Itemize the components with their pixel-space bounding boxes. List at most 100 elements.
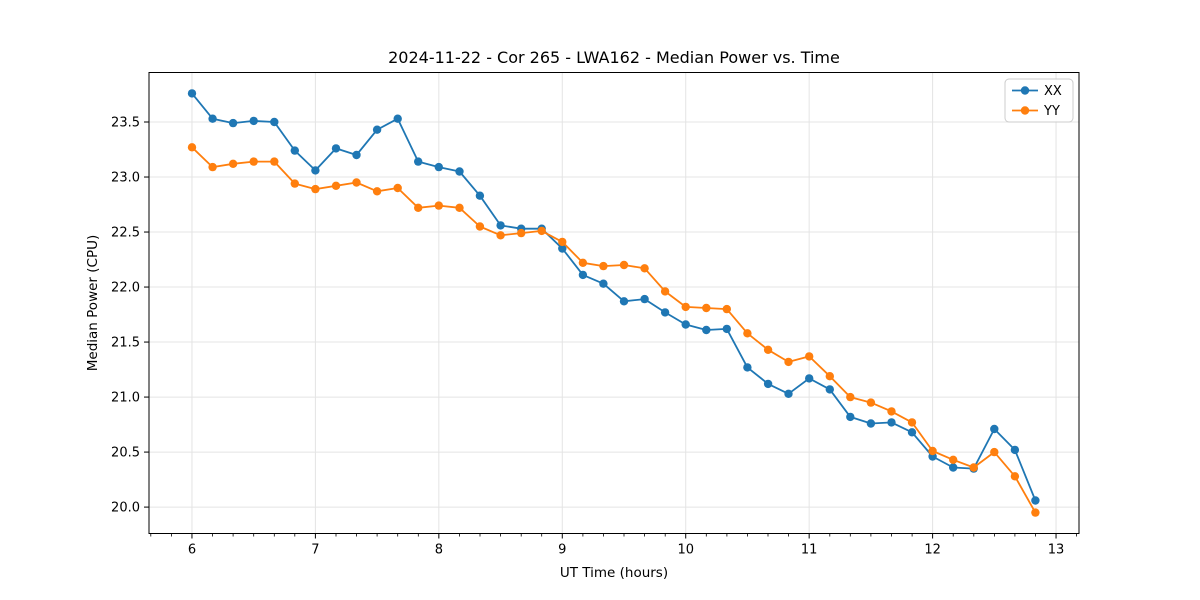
data-point-yy [393, 183, 402, 193]
data-point-xx [414, 157, 423, 166]
y-tick-label: 20.0 [111, 501, 140, 516]
tick-label-layer: 6 7 8 9 10 11 12 13 20.0 20.5 21.0 21.5 22.0 22.5 23.0… [111, 116, 1064, 558]
data-point-xx [702, 325, 711, 335]
y-tick-label: 21.0 [111, 391, 140, 406]
data-point-xx [681, 320, 690, 329]
y-tick-label: 22.5 [111, 226, 140, 241]
data-point-yy [270, 157, 279, 166]
data-point-xx [270, 117, 279, 127]
data-point-yy [475, 222, 485, 231]
y-tick-label: 21.5 [111, 336, 140, 351]
data-point-xx [599, 279, 608, 288]
data-point-yy [990, 447, 999, 457]
data-point-xx [393, 114, 402, 123]
data-point-xx [846, 412, 855, 422]
x-axis-label: UT Time (hours) [560, 565, 668, 581]
data-point-xx [311, 166, 320, 175]
data-point-yy [352, 178, 361, 187]
series-line-xx [191, 92, 1037, 501]
data-point-yy [743, 329, 752, 338]
data-point-xx [475, 191, 485, 200]
data-point-xx [949, 463, 958, 472]
x-tick-label: 7 [311, 543, 319, 558]
data-point-xx [722, 324, 731, 334]
y-tick-label: 23.0 [111, 171, 140, 186]
data-point-yy [640, 264, 649, 273]
y-tick-label: 20.5 [111, 446, 140, 461]
data-point-xx [805, 374, 814, 383]
data-point-yy [784, 357, 793, 367]
data-point-yy [249, 157, 258, 166]
legend-label-xx: XX [1044, 84, 1062, 99]
data-point-yy [907, 418, 917, 427]
data-point-yy [660, 287, 670, 296]
data-point-xx [434, 162, 443, 172]
plot-border [148, 72, 1080, 534]
data-point-xx [990, 424, 999, 434]
data-point-yy [681, 302, 690, 312]
data-point-yy [228, 159, 238, 168]
data-point-xx [455, 167, 464, 176]
data-point-xx [1010, 445, 1020, 455]
data-point-xx [1031, 496, 1040, 505]
data-point-xx [743, 363, 752, 372]
x-tick-label: 9 [558, 543, 566, 558]
data-point-yy [455, 203, 464, 212]
data-point-yy [517, 228, 526, 238]
data-point-yy [311, 184, 320, 194]
data-point-xx [825, 385, 834, 394]
data-point-yy [805, 352, 814, 361]
y-tick-label: 22.0 [111, 281, 140, 296]
data-point-yy [208, 162, 217, 172]
data-point-yy [187, 143, 197, 152]
data-point-yy [599, 261, 608, 271]
data-point-yy [969, 463, 978, 472]
data-point-yy [1010, 472, 1020, 481]
data-point-yy [537, 226, 546, 236]
x-tick-label: 12 [924, 543, 941, 558]
x-tick-label: 10 [677, 543, 694, 558]
data-point-yy [702, 303, 711, 313]
data-point-xx [372, 125, 382, 134]
data-point-yy [331, 181, 341, 190]
data-point-xx [331, 144, 341, 153]
legend-marker [1020, 86, 1030, 95]
data-point-yy [290, 179, 299, 188]
data-point-xx [763, 379, 773, 389]
data-point-xx [208, 114, 217, 123]
data-point-yy [414, 203, 423, 212]
data-point-xx [887, 418, 896, 427]
data-point-xx [619, 297, 629, 306]
data-point-xx [866, 419, 876, 428]
chart-title: 2024-11-22 - Cor 265 - LWA162 - Median P… [388, 48, 840, 67]
data-point-yy [846, 392, 855, 402]
data-point-xx [640, 294, 649, 304]
data-point-xx [496, 221, 505, 230]
data-point-yy [558, 237, 567, 247]
legend-marker [1020, 106, 1030, 115]
data-point-yy [887, 407, 896, 416]
data-point-yy [722, 304, 731, 314]
data-point-yy [496, 231, 505, 240]
data-point-yy [434, 201, 443, 210]
y-axis-label: Median Power (CPU) [85, 235, 101, 371]
data-point-xx [290, 146, 299, 155]
data-point-xx [660, 308, 670, 317]
data-point-yy [578, 258, 588, 267]
series-layer [187, 89, 1040, 517]
legend: XX YY [1004, 78, 1074, 123]
data-point-yy [372, 187, 382, 196]
legend-box [1004, 78, 1074, 123]
axis-layer [144, 72, 1080, 539]
data-point-yy [949, 455, 958, 464]
x-tick-label: 8 [435, 543, 443, 558]
data-point-xx [558, 244, 567, 253]
grid-layer [149, 72, 1079, 534]
data-point-xx [784, 389, 793, 398]
data-point-yy [763, 345, 773, 354]
x-tick-label: 11 [801, 543, 818, 558]
series-line-yy [191, 146, 1037, 514]
data-point-xx [228, 118, 238, 128]
